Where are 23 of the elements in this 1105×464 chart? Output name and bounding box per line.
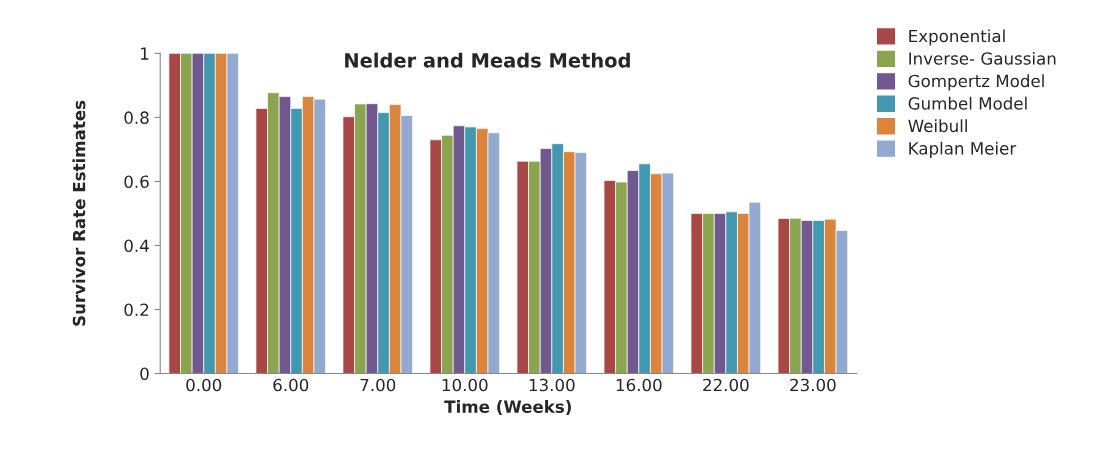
y-tick-label: 0.8	[124, 111, 149, 124]
chart-title: Nelder and Meads Method	[345, 52, 630, 68]
y-tick-label: 0.4	[124, 239, 149, 253]
x-tick-label: 23.00	[790, 378, 836, 392]
legend-label: Exponential	[909, 29, 1005, 46]
y-tick-label: 0.2	[124, 303, 149, 317]
x-tick-label: 6.00	[273, 378, 309, 392]
legend-label: Inverse- Gaussian	[909, 51, 1056, 65]
x-tick-label: 0.00	[186, 378, 222, 392]
x-tick-label: 13.00	[529, 378, 575, 392]
legend-label: Weibull	[908, 119, 967, 133]
y-tick-label: 1	[141, 47, 149, 60]
legend-label: Kaplan Meier	[909, 141, 1017, 158]
x-axis-title: Time (Weeks)	[444, 400, 571, 415]
x-tick-label: 16.00	[616, 378, 662, 392]
legend-label: Gompertz Model	[908, 74, 1044, 91]
y-tick-label: 0.6	[124, 175, 149, 188]
y-axis-title: Survivor Rate Estimates	[72, 100, 86, 326]
x-tick-label: 7.00	[360, 378, 396, 392]
legend-label: Gumbel Model	[908, 96, 1027, 110]
x-tick-label: 10.00	[442, 378, 488, 392]
y-tick-label: 0	[140, 367, 149, 381]
x-tick-label: 22.00	[703, 378, 749, 392]
